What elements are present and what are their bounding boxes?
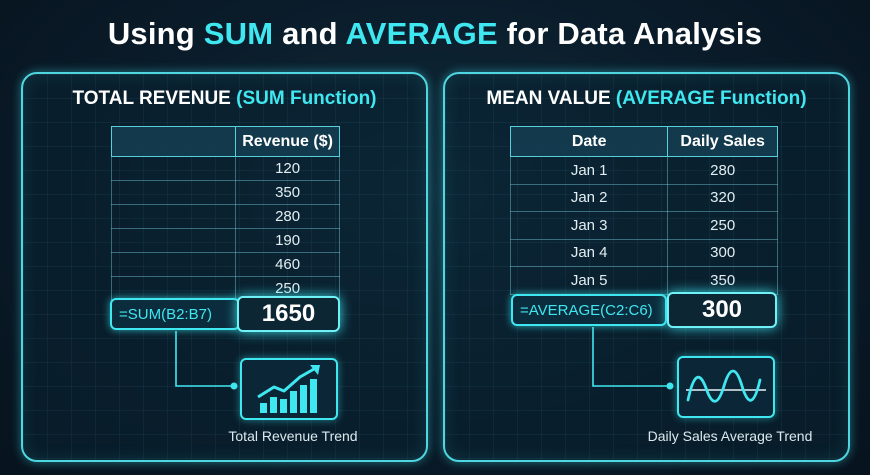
sum-result-cell[interactable]: 1650 bbox=[237, 296, 340, 332]
daily-sales-table: Date Daily Sales Jan 1 280 Jan 2 320 Jan 3… bbox=[509, 126, 778, 295]
panel-heading: TOTAL REVENUE (SUM Function) bbox=[23, 88, 426, 110]
column-header[interactable] bbox=[110, 126, 237, 157]
table-row: Jan 5 350 bbox=[509, 266, 778, 295]
table-cell[interactable]: 280 bbox=[667, 156, 778, 185]
sum-formula-cell[interactable]: =SUM(B2:B7) bbox=[110, 298, 240, 330]
sales-average-caption: Daily Sales Average Trend bbox=[647, 428, 813, 444]
panel-heading-main: TOTAL REVENUE bbox=[72, 88, 237, 109]
bar-chart-trend-up-icon bbox=[257, 365, 320, 413]
table-cell[interactable]: 250 bbox=[667, 211, 778, 240]
sales-average-trend-card[interactable] bbox=[677, 356, 775, 418]
table-header-row: Revenue ($) bbox=[110, 126, 340, 157]
wave-line-chart-icon bbox=[686, 369, 766, 403]
table-row: 190 bbox=[110, 228, 340, 253]
table-row: Jan 4 300 bbox=[509, 238, 778, 267]
table-row: Jan 2 320 bbox=[509, 183, 778, 212]
panel-heading: MEAN VALUE (AVERAGE Function) bbox=[445, 88, 848, 110]
total-revenue-panel: TOTAL REVENUE (SUM Function) Revenue ($)… bbox=[21, 72, 428, 462]
average-formula-cell[interactable]: =AVERAGE(C2:C6) bbox=[511, 294, 667, 326]
table-cell[interactable] bbox=[110, 204, 237, 229]
panel-heading-accent: (SUM Function) bbox=[236, 88, 377, 109]
mean-value-panel: MEAN VALUE (AVERAGE Function) Date Daily… bbox=[443, 72, 850, 462]
page-title: Using SUM and AVERAGE for Data Analysis bbox=[0, 16, 870, 52]
table-row: Jan 3 250 bbox=[509, 211, 778, 240]
column-header[interactable]: Daily Sales bbox=[667, 126, 778, 157]
column-header[interactable]: Revenue ($) bbox=[235, 126, 340, 157]
panel-heading-accent: (AVERAGE Function) bbox=[615, 88, 807, 109]
table-row: 460 bbox=[110, 252, 340, 277]
table-cell[interactable]: 120 bbox=[235, 156, 340, 181]
table-cell[interactable] bbox=[110, 276, 237, 301]
table-cell[interactable]: 190 bbox=[235, 228, 340, 253]
table-cell[interactable] bbox=[110, 252, 237, 277]
table-cell[interactable]: 350 bbox=[235, 180, 340, 205]
revenue-trend-card[interactable] bbox=[240, 358, 338, 420]
panel-heading-main: MEAN VALUE bbox=[486, 88, 616, 109]
table-cell[interactable]: 280 bbox=[235, 204, 340, 229]
table-row: 280 bbox=[110, 204, 340, 229]
table-cell[interactable] bbox=[110, 156, 237, 181]
title-part-2: and bbox=[273, 16, 346, 51]
table-cell[interactable]: Jan 5 bbox=[509, 266, 669, 295]
table-header-row: Date Daily Sales bbox=[509, 126, 778, 157]
table-cell[interactable]: 320 bbox=[667, 183, 778, 212]
title-part-3: for Data Analysis bbox=[497, 16, 763, 51]
title-sum: SUM bbox=[203, 16, 274, 51]
table-row: 250 bbox=[110, 276, 340, 301]
revenue-table: Revenue ($) 120 350 280 190 460 250 bbox=[110, 126, 340, 301]
table-row: 120 bbox=[110, 156, 340, 181]
table-cell[interactable]: Jan 1 bbox=[509, 156, 669, 185]
table-cell[interactable]: 460 bbox=[235, 252, 340, 277]
table-row: Jan 1 280 bbox=[509, 156, 778, 185]
table-cell[interactable] bbox=[110, 228, 237, 253]
table-cell[interactable]: 300 bbox=[667, 238, 778, 267]
column-header[interactable]: Date bbox=[509, 126, 669, 157]
table-cell[interactable]: Jan 3 bbox=[509, 211, 669, 240]
table-cell[interactable] bbox=[110, 180, 237, 205]
table-cell[interactable]: Jan 2 bbox=[509, 183, 669, 212]
average-result-cell[interactable]: 300 bbox=[667, 292, 777, 328]
table-cell[interactable]: Jan 4 bbox=[509, 238, 669, 267]
table-row: 350 bbox=[110, 180, 340, 205]
revenue-trend-caption: Total Revenue Trend bbox=[228, 428, 358, 444]
table-cell[interactable]: 350 bbox=[667, 266, 778, 295]
title-average: AVERAGE bbox=[345, 16, 498, 51]
title-part-1: Using bbox=[107, 16, 204, 51]
